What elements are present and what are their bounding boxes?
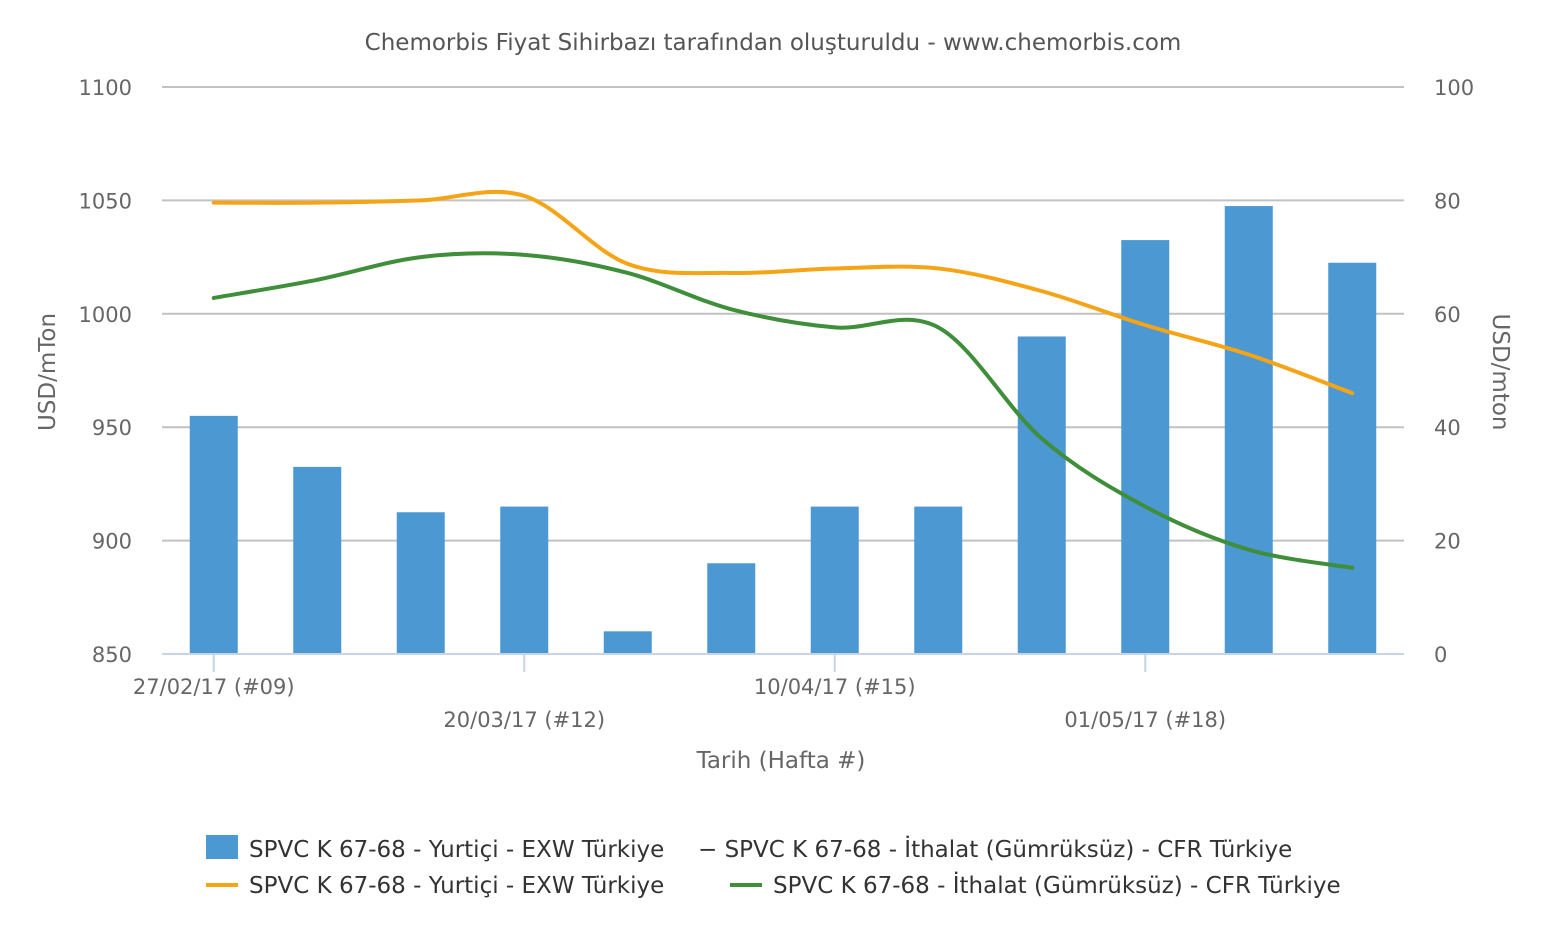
- legend-bar-swatch: [206, 835, 238, 859]
- bar: [396, 512, 445, 654]
- bar: [603, 631, 652, 654]
- bar: [1017, 336, 1066, 654]
- legend: SPVC K 67-68 - Yurtiçi - EXW Türkiye − SP…: [206, 835, 1341, 899]
- x-tick-label: 20/03/17 (#12): [443, 708, 605, 732]
- y-tick-label: 1050: [79, 189, 132, 213]
- left-y-axis: 1100 1050 1000 950 900 850: [79, 76, 132, 667]
- y2-tick-label: 20: [1434, 530, 1461, 554]
- bar: [1121, 240, 1170, 654]
- y2-tick-label: 0: [1434, 643, 1447, 667]
- bar: [1328, 262, 1377, 654]
- y-tick-label: 850: [92, 643, 132, 667]
- y2-axis-title: USD/mton: [1487, 314, 1513, 431]
- legend-label: SPVC K 67-68 - Yurtiçi - EXW Türkiye: [249, 873, 664, 899]
- legend-label: SPVC K 67-68 - Yurtiçi - EXW Türkiye: [249, 837, 664, 863]
- y2-tick-label: 100: [1434, 76, 1474, 100]
- y2-tick-label: 80: [1434, 189, 1461, 213]
- bar: [293, 466, 342, 654]
- y-tick-label: 950: [92, 416, 132, 440]
- bar: [707, 563, 756, 654]
- y2-tick-label: 40: [1434, 416, 1461, 440]
- bar: [1224, 206, 1273, 654]
- bars: [189, 206, 1377, 654]
- bar: [810, 506, 859, 654]
- lines: [211, 189, 1355, 570]
- bar: [500, 506, 549, 654]
- bar: [914, 506, 963, 654]
- y-tick-label: 900: [92, 530, 132, 554]
- legend-label: SPVC K 67-68 - İthalat (Gümrüksüz) - CFR…: [773, 871, 1341, 899]
- right-y-axis: 100 80 60 40 20 0: [1434, 76, 1474, 667]
- x-axis: 27/02/17 (#09) 20/03/17 (#12) 10/04/17 (#1…: [133, 653, 1404, 732]
- grid-lines: [162, 86, 1404, 542]
- y-tick-label: 1000: [79, 303, 132, 327]
- series-line-2: [211, 251, 1355, 570]
- x-tick-label: 01/05/17 (#18): [1064, 708, 1226, 732]
- x-tick-label: 27/02/17 (#09): [133, 675, 295, 699]
- chart-title: Chemorbis Fiyat Sihirbazı tarafından olu…: [365, 30, 1182, 56]
- x-axis-title: Tarih (Hafta #): [696, 748, 866, 774]
- y2-tick-label: 60: [1434, 303, 1461, 327]
- x-tick-label: 10/04/17 (#15): [754, 675, 916, 699]
- series-line-1: [211, 189, 1355, 396]
- y-axis-title: USD/mTon: [35, 313, 61, 431]
- bar: [189, 415, 238, 654]
- legend-label: − SPVC K 67-68 - İthalat (Gümrüksüz) - C…: [698, 835, 1292, 863]
- y-tick-label: 1100: [79, 76, 132, 100]
